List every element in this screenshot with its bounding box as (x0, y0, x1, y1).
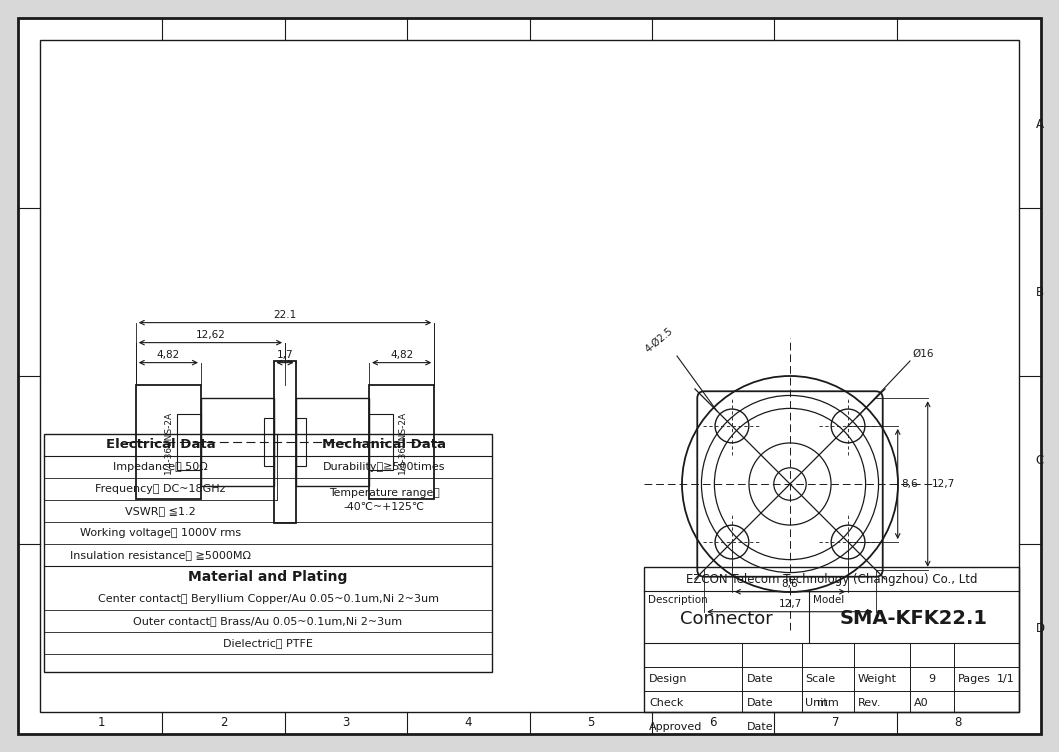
Text: Scale: Scale (806, 674, 836, 684)
Text: Electrical Data: Electrical Data (106, 438, 215, 451)
Bar (273, 361, 297, 523)
Text: 12,7: 12,7 (778, 599, 802, 608)
Bar (644, 567, 1019, 712)
Text: Rev.: Rev. (858, 698, 881, 708)
Text: 1/1: 1/1 (998, 674, 1015, 684)
Text: Pages: Pages (957, 674, 990, 684)
Bar (264, 418, 273, 465)
Text: Design: Design (649, 674, 687, 684)
Text: Date: Date (747, 698, 773, 708)
Text: Unit: Unit (806, 698, 828, 708)
Text: Mechanical Data: Mechanical Data (323, 438, 447, 451)
Text: 8: 8 (954, 717, 962, 729)
Text: Center contact： Beryllium Copper/Au 0.05~0.1um,Ni 2~3um: Center contact： Beryllium Copper/Au 0.05… (97, 594, 438, 604)
Text: Model: Model (813, 595, 844, 605)
Text: C: C (1036, 453, 1044, 466)
Text: Material and Plating: Material and Plating (189, 570, 347, 584)
Text: 1,7: 1,7 (276, 350, 293, 359)
Text: 1/4-36UNS-2A: 1/4-36UNS-2A (397, 411, 407, 474)
Text: 4-Ø2.5: 4-Ø2.5 (644, 326, 675, 354)
Text: 3: 3 (342, 717, 349, 729)
Text: 2: 2 (220, 717, 228, 729)
Text: Frequency： DC~18GHz: Frequency： DC~18GHz (95, 484, 226, 494)
Text: 7: 7 (831, 717, 839, 729)
Text: Temperature range：
-40℃~+125℃: Temperature range： -40℃~+125℃ (329, 488, 439, 511)
Text: Weight: Weight (858, 674, 897, 684)
Bar (297, 398, 370, 486)
Text: A: A (1036, 117, 1044, 131)
Text: 22.1: 22.1 (273, 310, 297, 320)
Text: Impedance： 50Ω: Impedance： 50Ω (113, 462, 208, 472)
Text: 4: 4 (465, 717, 472, 729)
Text: B: B (1036, 286, 1044, 299)
Text: Ø16: Ø16 (912, 349, 933, 359)
Text: 12,7: 12,7 (932, 479, 955, 489)
Text: 4,82: 4,82 (157, 350, 180, 359)
Bar (136, 384, 201, 499)
Text: Durability：≧500times: Durability：≧500times (323, 462, 446, 472)
Text: 8,6: 8,6 (901, 479, 918, 489)
Text: SMA-KFK22.1: SMA-KFK22.1 (840, 610, 988, 629)
Text: Date: Date (747, 674, 773, 684)
Bar (44, 434, 492, 672)
Text: VSWR： ≦1.2: VSWR： ≦1.2 (125, 506, 196, 516)
Bar (40, 40, 1019, 712)
Text: Date: Date (747, 722, 773, 732)
Text: 6: 6 (710, 717, 717, 729)
Text: 9: 9 (929, 674, 935, 684)
Text: 5: 5 (587, 717, 594, 729)
Text: 12,62: 12,62 (196, 329, 226, 340)
Text: D: D (1036, 621, 1044, 635)
Bar (201, 398, 273, 486)
Bar (370, 414, 393, 470)
Bar (177, 414, 201, 470)
Text: EZCON Telecom Technology (Changzhou) Co., Ltd: EZCON Telecom Technology (Changzhou) Co.… (686, 572, 977, 586)
Text: Insulation resistance： ≧5000MΩ: Insulation resistance： ≧5000MΩ (70, 550, 251, 560)
Text: Connector: Connector (680, 610, 773, 628)
Text: Approved: Approved (649, 722, 702, 732)
Text: 8,6: 8,6 (782, 579, 798, 589)
Text: 4,82: 4,82 (390, 350, 413, 359)
Text: Working voltage： 1000V rms: Working voltage： 1000V rms (79, 528, 241, 538)
Text: A0: A0 (914, 698, 929, 708)
Bar (297, 418, 306, 465)
Text: Description: Description (648, 595, 707, 605)
Text: 1: 1 (97, 717, 105, 729)
Bar (370, 384, 434, 499)
Text: Outer contact： Brass/Au 0.05~0.1um,Ni 2~3um: Outer contact： Brass/Au 0.05~0.1um,Ni 2~… (133, 616, 402, 626)
Text: Dielectric： PTFE: Dielectric： PTFE (223, 638, 313, 648)
Text: mm: mm (816, 698, 839, 708)
Text: Check: Check (649, 698, 683, 708)
Text: 1/4-36UNS-2A: 1/4-36UNS-2A (164, 411, 173, 474)
